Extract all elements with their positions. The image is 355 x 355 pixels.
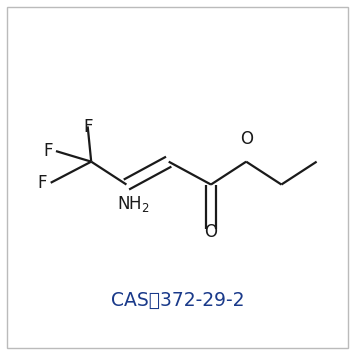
Text: O: O [204,223,218,241]
Text: NH$_2$: NH$_2$ [117,195,150,214]
Text: F: F [43,142,53,160]
Text: CAS：372-29-2: CAS：372-29-2 [111,291,244,310]
Text: F: F [83,118,92,136]
Text: F: F [38,174,47,192]
Text: O: O [240,130,253,148]
